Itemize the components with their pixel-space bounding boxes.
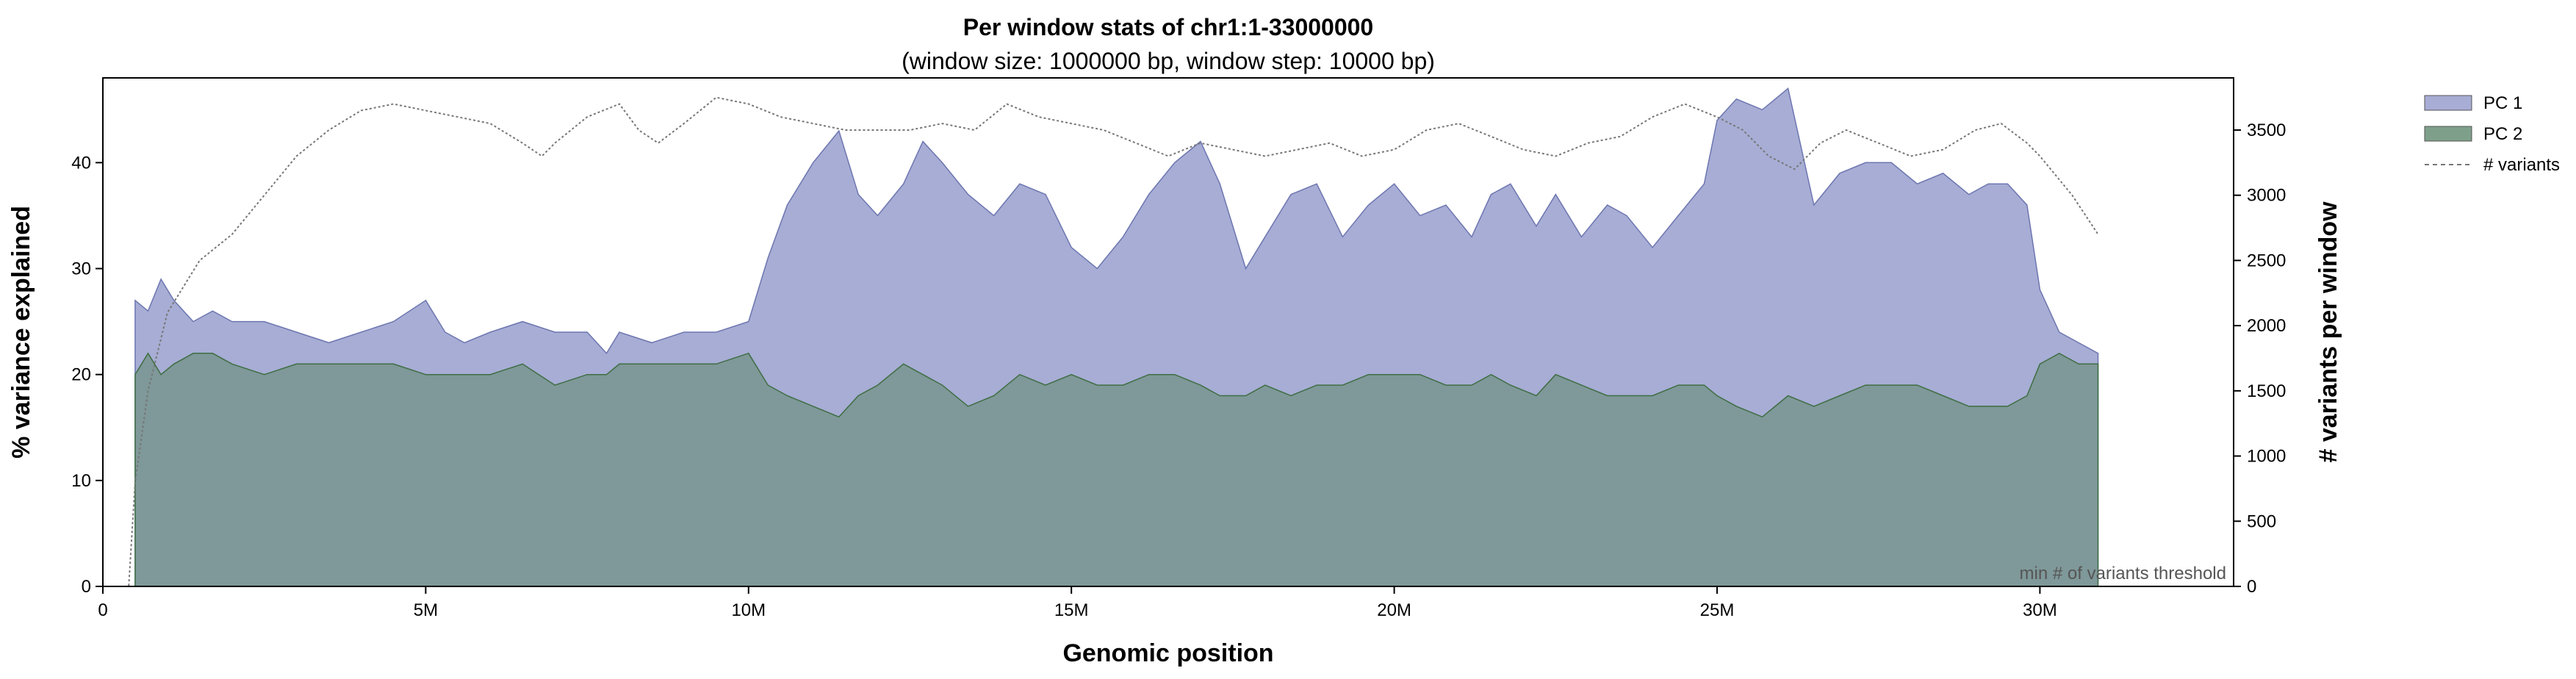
y-axis-right-label: # variants per window: [2314, 201, 2342, 463]
y-left-tick-label: 10: [71, 471, 91, 491]
x-tick-label: 10M: [731, 600, 766, 620]
series-variants-line: [103, 96, 2099, 587]
y-right-tick-label: 1500: [2247, 381, 2286, 401]
x-tick-label: 20M: [1377, 600, 1411, 620]
series-pc2-area: [134, 352, 2099, 587]
plot-areas: [134, 87, 2099, 587]
x-tick-label: 15M: [1054, 600, 1089, 620]
y-left-tick-label: 20: [71, 365, 91, 385]
legend-label: # variants: [2483, 155, 2560, 175]
legend-label: PC 1: [2483, 93, 2522, 113]
plot-frame: [102, 77, 2234, 587]
x-axis-label: Genomic position: [1062, 639, 1273, 667]
legend-swatch: [2424, 95, 2472, 111]
chart-title: Per window stats of chr1:1-33000000: [963, 14, 1373, 40]
y-right-tick-label: 1000: [2247, 447, 2286, 467]
legend-label: PC 2: [2483, 124, 2522, 144]
x-tick-label: 5M: [414, 600, 438, 620]
threshold-annotation: min # of variants threshold: [2020, 564, 2226, 583]
x-axis: 0 5M 10M 15M 20M 25M 30M: [98, 586, 2057, 620]
y-right-tick-label: 3500: [2247, 121, 2286, 140]
y-right-tick-label: 2500: [2247, 251, 2286, 270]
y-left-tick-label: 30: [71, 259, 91, 279]
legend: PC 1 PC 2 # variants: [2424, 93, 2560, 175]
y-right-tick-label: 3000: [2247, 186, 2286, 206]
legend-swatch: [2424, 126, 2472, 142]
y-left-tick-label: 40: [71, 153, 91, 173]
y-right-tick-label: 0: [2247, 577, 2256, 597]
y-axis-right: 0 500 1000 1500 2000 2500 3000 3500: [2234, 121, 2286, 597]
chart-subtitle: (window size: 1000000 bp, window step: 1…: [902, 48, 1435, 74]
variants-line-group: [103, 96, 2099, 587]
x-tick-label: 25M: [1700, 600, 1735, 620]
y-axis-left: 0 10 20 30 40: [71, 153, 103, 597]
y-axis-left-label: % variance explained: [7, 206, 35, 459]
x-tick-label: 30M: [2023, 600, 2057, 620]
y-left-tick-label: 0: [82, 577, 91, 597]
y-right-tick-label: 2000: [2247, 316, 2286, 336]
x-tick-label: 0: [98, 600, 107, 620]
y-right-tick-label: 500: [2247, 511, 2276, 531]
